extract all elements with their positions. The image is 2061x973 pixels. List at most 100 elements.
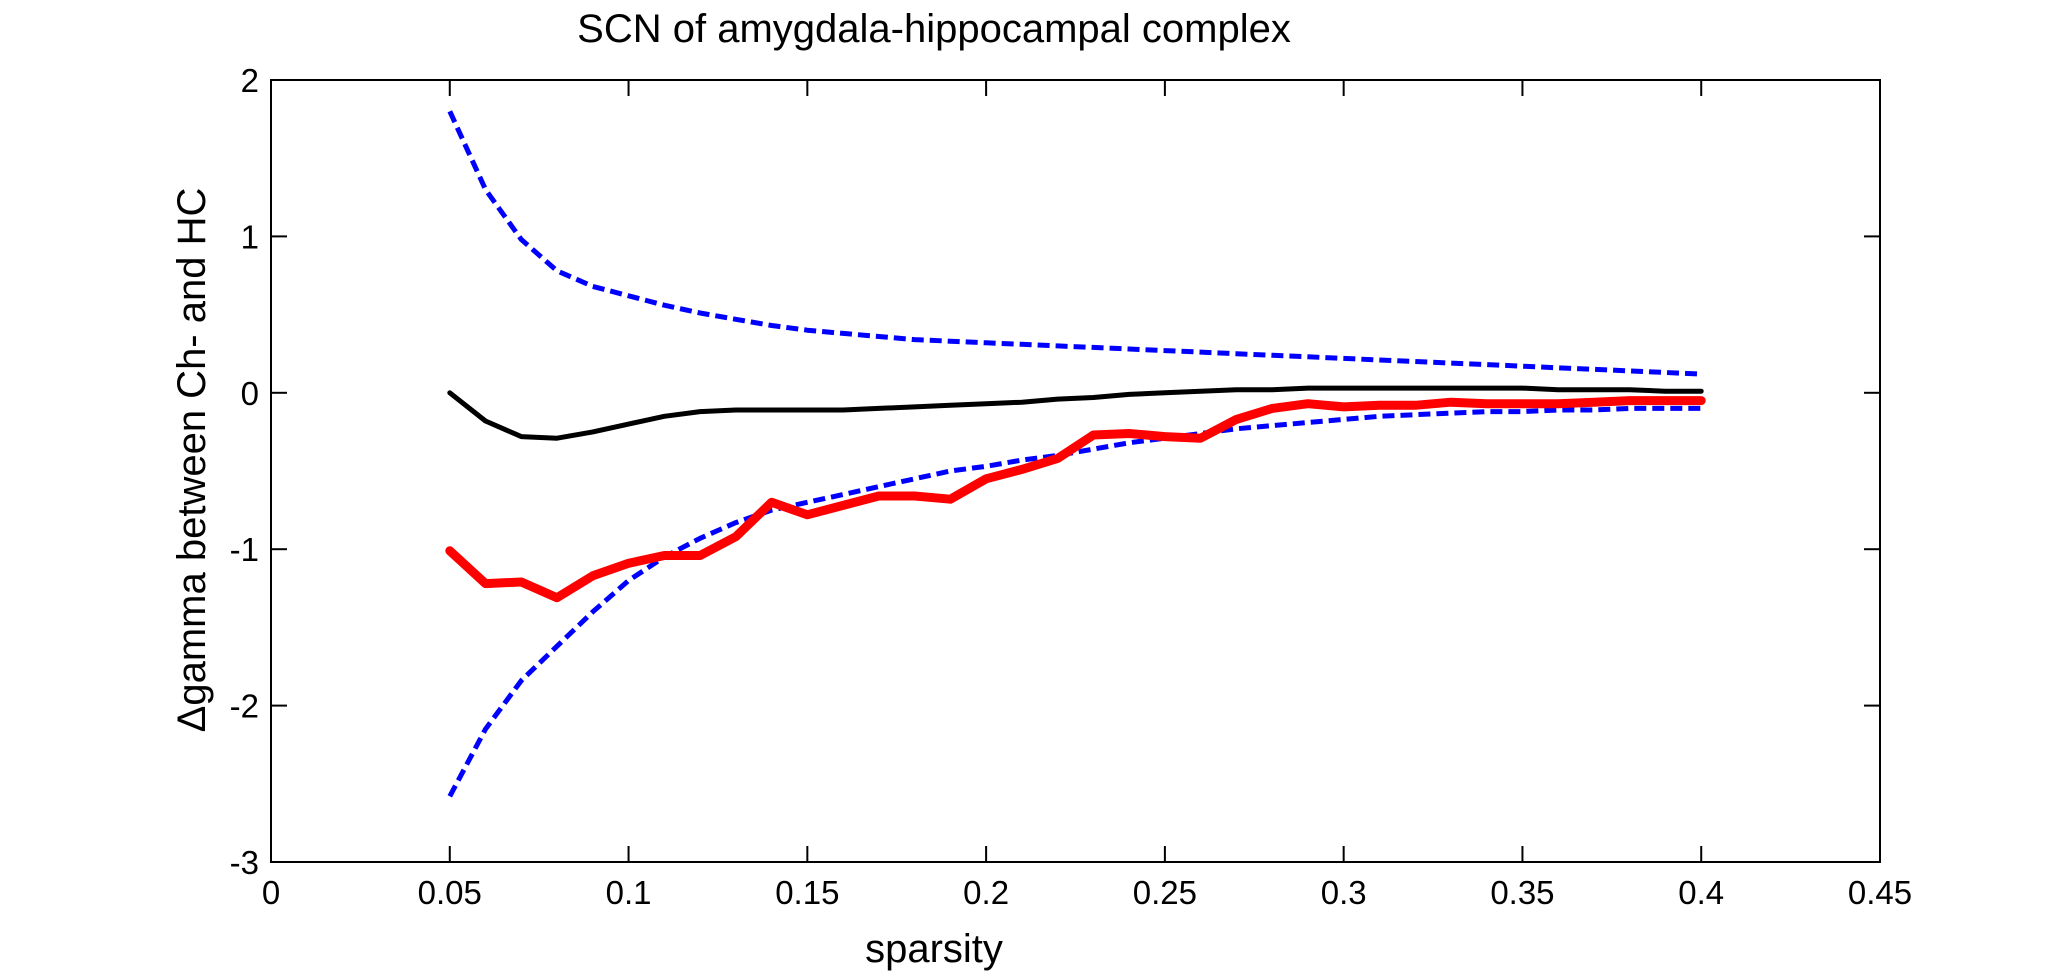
series-observed-point: [986, 478, 987, 479]
series-observed-point: [1093, 435, 1094, 436]
series-observed-point: [1415, 405, 1416, 406]
series-mean-point: [1522, 388, 1523, 389]
x-tick-label: 0.3: [1321, 874, 1367, 911]
series-mean-point: [628, 424, 629, 425]
series-upper-bound-point: [664, 305, 665, 306]
series-lower-bound-point: [735, 522, 736, 523]
series-upper-bound-point: [1272, 355, 1273, 356]
y-tick-label: -3: [230, 844, 259, 881]
series-upper-bound-point: [843, 333, 844, 334]
series-upper-bound-point: [1021, 344, 1022, 345]
series-lower-bound-point: [1379, 416, 1380, 417]
series-observed-point: [1665, 400, 1666, 401]
series-lower-bound-point: [1093, 449, 1094, 450]
y-tick-label: 1: [241, 218, 259, 255]
series-upper-bound-point: [1057, 345, 1058, 346]
series-upper-bound-line: [447, 110, 1702, 377]
x-tick-label: 0.45: [1848, 874, 1912, 911]
series-lower-bound-point: [1343, 419, 1344, 420]
x-tick-label: 0.05: [418, 874, 482, 911]
series-upper-bound-point: [1594, 369, 1595, 370]
series-mean-point: [1200, 391, 1201, 392]
series-lower-bound-point: [1665, 408, 1666, 409]
x-tick-label: 0.1: [606, 874, 652, 911]
series-lower-bound-point: [628, 580, 629, 581]
x-axis-label: sparsity: [865, 927, 1003, 971]
series-observed-point: [1200, 438, 1201, 439]
y-tick-label: -1: [230, 531, 259, 568]
series-lower-bound-point: [771, 510, 772, 511]
series-lower-bound-line: [447, 405, 1702, 798]
series-upper-bound-point: [914, 339, 915, 340]
series-mean-point: [1057, 399, 1058, 400]
series-observed-point: [1307, 403, 1308, 404]
series-observed-point: [485, 583, 486, 584]
series-upper-bound-point: [878, 336, 879, 337]
series-lower-bound-point: [1272, 425, 1273, 426]
series-observed-point: [449, 550, 450, 551]
series-mean-point: [1343, 388, 1344, 389]
series-upper-bound-point: [807, 330, 808, 331]
series-mean-point: [735, 410, 736, 411]
series-observed-point: [1379, 405, 1380, 406]
series-mean-point: [914, 406, 915, 407]
y-tick-label: 2: [241, 62, 259, 99]
series-mean-point: [1272, 389, 1273, 390]
series-upper-bound-point: [1701, 374, 1702, 375]
series-lower-bound-point: [521, 680, 522, 681]
series-lower-bound-point: [1594, 410, 1595, 411]
series-observed-point: [1558, 403, 1559, 404]
series-lower-bound-point: [1021, 460, 1022, 461]
y-axis-label: Δgamma between Ch- and HC: [170, 188, 214, 733]
series-upper-bound-point: [1379, 360, 1380, 361]
series-lower-bound-point: [1129, 442, 1130, 443]
series-mean-point: [1415, 388, 1416, 389]
series-mean-point: [1164, 392, 1165, 393]
series-mean-point: [986, 403, 987, 404]
series-lower-bound-point: [485, 729, 486, 730]
series-upper-bound-point: [1486, 364, 1487, 365]
series-observed-point: [1701, 400, 1702, 401]
series-upper-bound-point: [700, 313, 701, 314]
series-mean-point: [1379, 388, 1380, 389]
series-lower-bound-point: [557, 646, 558, 647]
series-observed-line: [445, 396, 1706, 603]
series-observed-point: [1629, 400, 1630, 401]
axes-layer: 0 0.05 0.1 0.15 0.2 0.25 0.3 0.35 0.4 0.45 -3 -2 -1 0…: [230, 62, 1912, 911]
series-upper-bound-point: [1343, 358, 1344, 359]
x-tick-label: 0.4: [1678, 874, 1724, 911]
series-lower-bound-point: [843, 494, 844, 495]
series-lower-bound-point: [592, 611, 593, 612]
series-mean-point: [485, 421, 486, 422]
series-observed-point: [914, 496, 915, 497]
series-mean-point: [771, 410, 772, 411]
series-mean-point: [1236, 389, 1237, 390]
series-upper-bound-point: [1307, 356, 1308, 357]
series-mean-line: [447, 385, 1704, 441]
series-observed-point: [1522, 403, 1523, 404]
series-observed-point: [1021, 469, 1022, 470]
series-observed-point: [807, 514, 808, 515]
series-lower-bound-point: [1701, 408, 1702, 409]
series-lower-bound-point: [1629, 408, 1630, 409]
series-mean-point: [1558, 389, 1559, 390]
plot-frame: [270, 79, 1881, 863]
series-observed-point: [1272, 408, 1273, 409]
series-observed-point: [950, 499, 951, 500]
series-upper-bound-point: [1164, 350, 1165, 351]
series-observed-point: [521, 582, 522, 583]
series-mean-point: [1594, 389, 1595, 390]
series-observed-point: [700, 555, 701, 556]
series-mean-point: [664, 416, 665, 417]
series-mean-point: [700, 411, 701, 412]
series-upper-bound-point: [1665, 372, 1666, 373]
x-tick-label: 0.25: [1133, 874, 1197, 911]
series-upper-bound-point: [1236, 353, 1237, 354]
series-upper-bound-point: [1558, 367, 1559, 368]
y-tick-label: -2: [230, 688, 259, 725]
series-upper-bound-point: [1200, 352, 1201, 353]
series-upper-bound-point: [986, 342, 987, 343]
series-observed-point: [1450, 402, 1451, 403]
series-mean-point: [807, 410, 808, 411]
